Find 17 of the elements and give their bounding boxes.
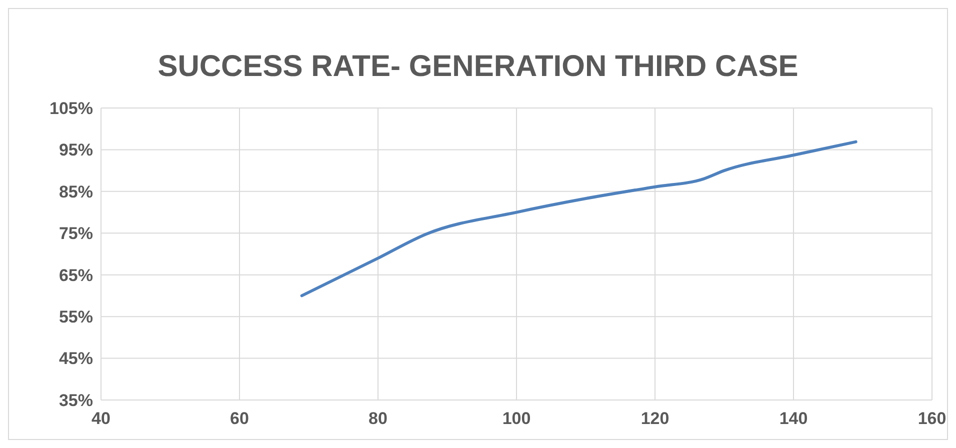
x-tick-label: 100: [502, 409, 531, 428]
y-tick-label: 85%: [58, 182, 93, 202]
x-tick-label: 140: [779, 409, 808, 428]
line-series: [300, 140, 858, 298]
y-tick-label: 65%: [58, 266, 93, 285]
y-tick-label: 45%: [58, 349, 93, 368]
x-tick-label: 120: [640, 409, 670, 428]
y-tick-label: 35%: [58, 390, 93, 410]
x-tick-label: 160: [918, 409, 946, 428]
x-tick-label: 40: [92, 409, 110, 428]
chart-title: SUCCESS RATE- GENERATION THIRD CASE: [158, 50, 798, 83]
x-tick-label: 80: [368, 409, 388, 428]
x-tick-label: 60: [230, 409, 249, 428]
y-tick-label: 75%: [58, 224, 93, 244]
y-tick-label: 55%: [58, 308, 93, 327]
y-tick-label: 105%: [50, 98, 93, 118]
y-tick-label: 95%: [58, 140, 93, 160]
